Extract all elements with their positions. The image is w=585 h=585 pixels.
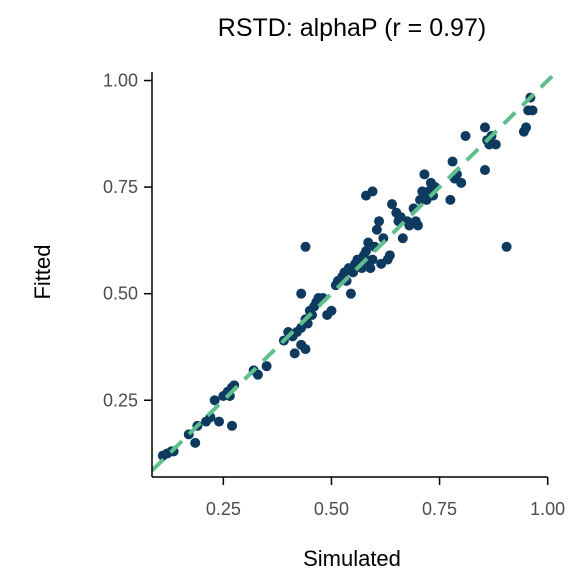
data-point bbox=[209, 395, 220, 406]
data-point bbox=[501, 241, 512, 252]
data-point bbox=[384, 250, 395, 261]
data-point bbox=[190, 437, 201, 448]
identity-reference-line bbox=[150, 74, 554, 473]
data-point bbox=[227, 420, 237, 431]
data-point bbox=[361, 246, 372, 257]
x-axis-label: Simulated bbox=[303, 546, 401, 571]
x-axis: 0.25 0.50 0.75 1.00 bbox=[152, 476, 565, 519]
data-point bbox=[348, 267, 359, 278]
data-point bbox=[296, 288, 307, 299]
data-point bbox=[387, 199, 397, 210]
data-point bbox=[479, 165, 490, 176]
chart-title: RSTD: alphaP (r = 0.97) bbox=[218, 14, 486, 42]
data-point bbox=[289, 348, 300, 359]
data-point bbox=[365, 263, 376, 274]
x-tick-label: 0.75 bbox=[422, 499, 457, 519]
y-tick-label: 0.25 bbox=[103, 390, 138, 410]
y-tick-label: 1.00 bbox=[103, 71, 138, 91]
data-point bbox=[261, 361, 272, 372]
y-axis-label: Fitted bbox=[30, 244, 55, 299]
data-point bbox=[412, 220, 423, 231]
data-point bbox=[300, 241, 311, 252]
data-point bbox=[374, 216, 385, 227]
data-point bbox=[252, 369, 263, 380]
data-point bbox=[445, 194, 456, 205]
data-point bbox=[214, 416, 225, 427]
data-point bbox=[527, 105, 538, 116]
x-tick-label: 1.00 bbox=[530, 499, 565, 519]
data-point bbox=[460, 130, 471, 141]
x-tick-label: 0.50 bbox=[314, 499, 349, 519]
data-point bbox=[447, 156, 458, 167]
data-point bbox=[300, 344, 311, 355]
x-tick-label: 0.25 bbox=[206, 499, 241, 519]
data-point bbox=[367, 186, 378, 197]
data-point bbox=[521, 122, 532, 133]
data-point bbox=[345, 288, 356, 299]
data-point bbox=[479, 122, 490, 133]
data-point bbox=[371, 224, 382, 235]
data-point bbox=[367, 254, 378, 265]
data-point bbox=[397, 233, 408, 244]
reference-line-layer bbox=[150, 74, 554, 473]
data-point bbox=[326, 305, 337, 316]
y-tick-label: 0.50 bbox=[103, 284, 138, 304]
data-point bbox=[419, 169, 430, 180]
y-tick-label: 0.75 bbox=[103, 177, 138, 197]
data-point bbox=[456, 177, 467, 188]
y-axis: 0.25 0.50 0.75 1.00 bbox=[103, 71, 153, 477]
data-point bbox=[490, 139, 501, 150]
